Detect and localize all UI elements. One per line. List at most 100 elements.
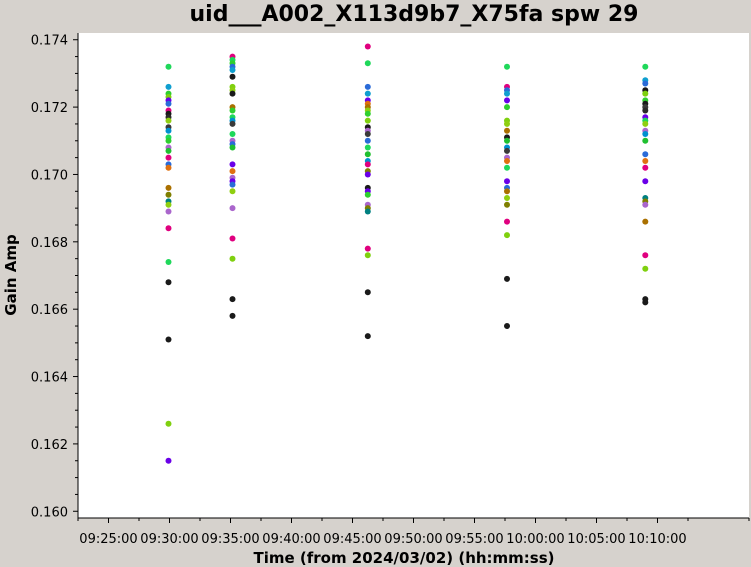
- data-point: [504, 104, 510, 111]
- data-point: [165, 117, 172, 124]
- data-point: [504, 158, 510, 164]
- data-point: [504, 323, 510, 329]
- data-point: [504, 218, 510, 225]
- x-tick-label: 09:40:00: [262, 532, 320, 547]
- data-point: [642, 151, 649, 158]
- data-point: [642, 137, 649, 144]
- data-point: [642, 80, 649, 87]
- data-point: [364, 117, 371, 124]
- y-tick-label: 0.174: [31, 34, 68, 49]
- data-point: [504, 63, 510, 70]
- data-point: [504, 90, 510, 97]
- y-tick-label: 0.170: [31, 168, 68, 183]
- data-point: [165, 457, 172, 464]
- data-point: [165, 184, 172, 191]
- x-tick-label: 10:05:00: [567, 532, 625, 547]
- y-tick-label: 0.168: [31, 236, 68, 251]
- chart-title: uid___A002_X113d9b7_X75fa spw 29: [190, 2, 639, 27]
- data-point: [642, 164, 649, 171]
- data-point: [165, 127, 172, 134]
- data-point: [364, 289, 371, 296]
- data-point: [364, 110, 371, 117]
- data-point: [229, 188, 236, 195]
- data-point: [504, 120, 510, 127]
- data-point: [504, 127, 510, 134]
- data-point: [165, 83, 172, 90]
- data-point: [642, 107, 649, 114]
- data-points: [165, 43, 649, 464]
- x-tick-label: 09:35:00: [201, 532, 259, 547]
- data-point: [504, 164, 510, 171]
- x-tick-label: 10:00:00: [506, 532, 564, 547]
- x-axis-label: Time (from 2024/03/02) (hh:mm:ss): [253, 549, 554, 567]
- x-tick-label: 09:25:00: [79, 532, 137, 547]
- data-point: [364, 144, 371, 151]
- data-point: [165, 201, 172, 208]
- data-point: [165, 164, 172, 171]
- data-point: [229, 168, 236, 175]
- data-point: [642, 131, 649, 137]
- data-point: [165, 137, 172, 144]
- data-point: [165, 420, 172, 427]
- data-point: [642, 201, 649, 208]
- data-point: [229, 205, 236, 212]
- x-tick-label: 09:55:00: [445, 532, 503, 547]
- data-point: [364, 137, 371, 144]
- data-point: [364, 131, 371, 137]
- y-tick-label: 0.172: [31, 101, 68, 116]
- data-point: [229, 107, 236, 114]
- x-tick-label: 10:10:00: [628, 532, 686, 547]
- data-point: [229, 73, 236, 80]
- plot-area: [78, 33, 749, 518]
- data-point: [229, 255, 236, 262]
- data-point: [165, 147, 172, 154]
- data-point: [642, 158, 649, 164]
- data-point: [364, 161, 371, 168]
- data-point: [165, 191, 172, 198]
- data-point: [165, 279, 172, 286]
- data-point: [642, 299, 649, 306]
- data-point: [504, 97, 510, 104]
- data-point: [642, 90, 649, 97]
- data-point: [364, 83, 371, 90]
- data-point: [364, 245, 371, 252]
- data-point: [229, 120, 236, 127]
- data-point: [364, 151, 371, 158]
- y-tick-label: 0.164: [31, 371, 68, 386]
- data-point: [364, 252, 371, 259]
- data-point: [504, 188, 510, 195]
- data-point: [229, 144, 236, 151]
- data-point: [165, 154, 172, 161]
- data-point: [165, 208, 172, 215]
- data-point: [364, 191, 371, 198]
- data-point: [229, 181, 236, 188]
- data-point: [504, 137, 510, 144]
- data-point: [364, 90, 371, 97]
- data-point: [504, 178, 510, 185]
- data-point: [165, 100, 172, 107]
- data-point: [229, 67, 236, 73]
- data-point: [504, 147, 510, 154]
- data-point: [364, 43, 371, 50]
- data-point: [229, 131, 236, 137]
- data-point: [504, 195, 510, 201]
- data-point: [229, 312, 236, 319]
- data-point: [364, 171, 371, 178]
- data-point: [642, 120, 649, 127]
- data-point: [229, 235, 236, 242]
- data-point: [165, 63, 172, 70]
- data-point: [642, 218, 649, 225]
- y-axis-ticks: 0.160 0.162 0.164 0.166 0.168 0.170 0.172 0.174: [31, 34, 78, 520]
- data-point: [364, 60, 371, 67]
- data-point: [504, 275, 510, 282]
- data-point: [165, 259, 172, 265]
- x-tick-label: 09:30:00: [140, 532, 198, 547]
- y-tick-label: 0.160: [31, 505, 68, 520]
- data-point: [642, 178, 649, 185]
- data-point: [504, 232, 510, 239]
- data-point: [504, 201, 510, 208]
- x-tick-label: 09:50:00: [384, 532, 442, 547]
- y-tick-label: 0.166: [31, 303, 68, 318]
- data-point: [642, 63, 649, 70]
